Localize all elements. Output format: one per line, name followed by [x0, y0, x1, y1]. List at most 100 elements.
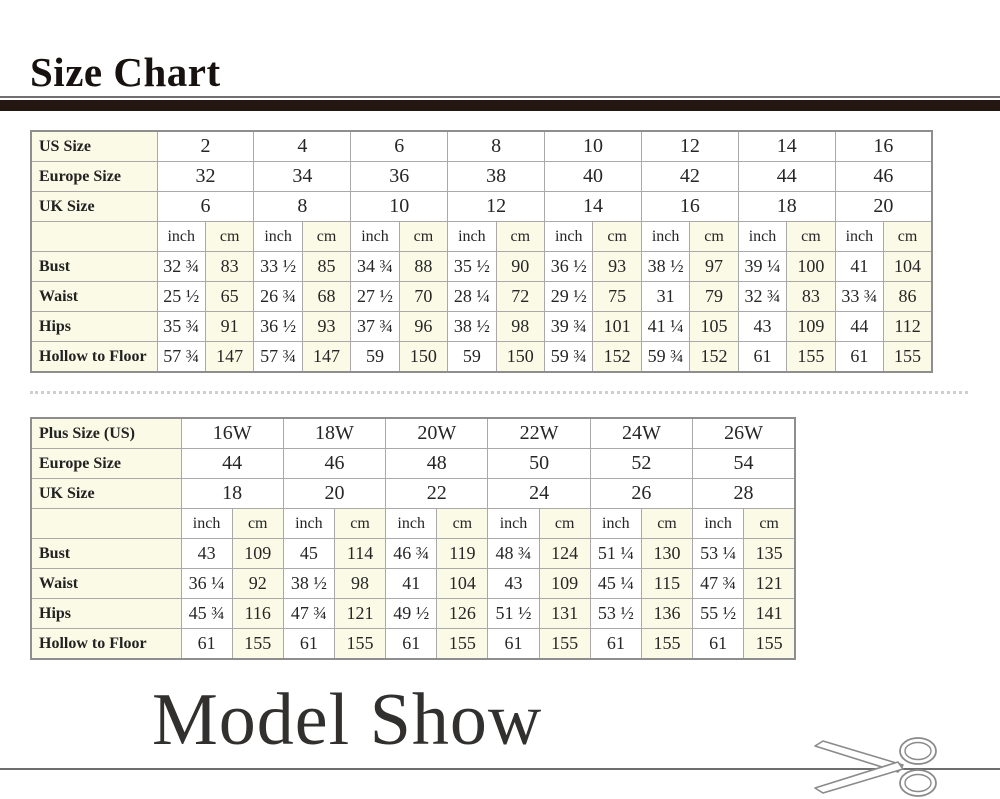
row-label: Waist [30, 281, 158, 312]
measure-cell: 155 [231, 628, 284, 660]
measure-cell: 57 ¾ [156, 341, 206, 373]
unit-header-cell: inch [640, 221, 691, 252]
measure-cell: 47 ¾ [282, 598, 335, 629]
measure-cell: 109 [786, 311, 836, 342]
size-cell: 44 [180, 448, 284, 479]
unit-header-cell: cm [495, 221, 546, 252]
measure-cell: 59 [447, 341, 497, 373]
unit-header-cell: cm [786, 221, 836, 252]
measure-cell: 57 ¾ [253, 341, 303, 373]
measure-cell: 131 [538, 598, 591, 629]
measure-cell: 47 ¾ [692, 568, 745, 599]
unit-header-cell: inch [180, 508, 233, 539]
measure-cell: 97 [689, 251, 739, 282]
unit-header-cell: cm [538, 508, 591, 539]
size-cell: 16 [640, 191, 739, 222]
size-cell: 10 [544, 130, 642, 162]
size-cell: 26W [692, 417, 796, 449]
measure-cell: 98 [495, 311, 546, 342]
measure-cell: 53 ¼ [692, 538, 745, 569]
measure-cell: 68 [301, 281, 352, 312]
measure-cell: 41 [385, 568, 438, 599]
measure-cell: 61 [282, 628, 335, 660]
size-cell: 10 [350, 191, 449, 222]
measure-cell: 39 ¼ [737, 251, 788, 282]
measure-cell: 136 [640, 598, 694, 629]
measure-cell: 59 [350, 341, 400, 373]
row-label: Hollow to Floor [30, 628, 182, 660]
measure-cell: 98 [333, 568, 387, 599]
measure-cell: 41 [834, 251, 885, 282]
measure-cell: 61 [385, 628, 438, 660]
measure-cell: 152 [592, 341, 642, 373]
measure-cell: 150 [398, 341, 449, 373]
measure-cell: 147 [204, 341, 255, 373]
measure-cell: 112 [883, 311, 933, 342]
measure-row: Hips 45 ¾ 116 47 ¾ 121 49 ½ 126 51 ½ 131 53 ½ 136 5… [30, 598, 796, 629]
size-cell: 12 [640, 130, 739, 162]
unit-header-cell: inch [487, 508, 540, 539]
measure-cell: 86 [883, 281, 933, 312]
measure-cell: 36 ½ [253, 311, 303, 342]
measure-cell: 26 ¾ [253, 281, 303, 312]
unit-header-cell: cm [231, 508, 284, 539]
measure-cell: 150 [495, 341, 546, 373]
measure-cell: 38 ½ [447, 311, 497, 342]
measure-cell: 93 [592, 251, 642, 282]
measure-cell: 28 ¼ [447, 281, 497, 312]
measure-cell: 109 [538, 568, 591, 599]
size-cell: 18 [180, 478, 284, 509]
measure-cell: 116 [231, 598, 284, 629]
size-cell: 14 [544, 191, 642, 222]
measure-cell: 35 ¾ [156, 311, 206, 342]
measure-cell: 152 [689, 341, 739, 373]
measure-cell: 75 [592, 281, 642, 312]
measure-cell: 36 ¼ [180, 568, 233, 599]
unit-header-cell: inch [543, 221, 594, 252]
size-cell: 2 [156, 130, 255, 162]
unit-header-cell: inch [737, 221, 788, 252]
title-rule-gap [0, 98, 1000, 100]
measure-cell: 88 [398, 251, 449, 282]
row-label: Bust [30, 538, 182, 569]
measure-cell: 61 [834, 341, 885, 373]
model-show-title: Model Show [152, 679, 543, 761]
size-cell: 4 [253, 130, 352, 162]
measure-cell: 39 ¾ [543, 311, 594, 342]
size-cell: 36 [350, 161, 449, 192]
size-cell: 52 [589, 448, 694, 479]
measure-cell: 121 [333, 598, 387, 629]
measure-cell: 124 [538, 538, 591, 569]
measure-cell: 147 [301, 341, 352, 373]
measure-cell: 34 ¾ [350, 251, 400, 282]
unit-header-cell: cm [883, 221, 933, 252]
unit-row: inch cm inch cm inch cm inch cm inch cm inch cm inch… [30, 221, 933, 252]
measure-cell: 109 [231, 538, 284, 569]
size-row: US Size 2 4 6 8 10 12 14 16 [30, 130, 933, 162]
row-label: UK Size [30, 478, 182, 509]
measure-cell: 155 [883, 341, 933, 373]
measure-cell: 155 [640, 628, 694, 660]
size-cell: 48 [385, 448, 489, 479]
unit-header-cell: inch [447, 221, 497, 252]
size-cell: 46 [834, 161, 933, 192]
measure-cell: 100 [786, 251, 836, 282]
row-label: Europe Size [30, 448, 182, 479]
measure-cell: 51 ¼ [589, 538, 642, 569]
unit-header-cell: inch [282, 508, 335, 539]
unit-header-cell: cm [689, 221, 739, 252]
measure-cell: 41 ¼ [640, 311, 691, 342]
measure-cell: 121 [743, 568, 796, 599]
measure-cell: 55 ½ [692, 598, 745, 629]
plus-size-table: Plus Size (US) 16W 18W 20W 22W 24W 26W Europe S… [30, 417, 796, 660]
measure-cell: 79 [689, 281, 739, 312]
scissors-icon [814, 737, 937, 797]
unit-header-cell: cm [640, 508, 694, 539]
measure-cell: 29 ½ [543, 281, 594, 312]
row-label [30, 221, 158, 252]
measure-cell: 114 [333, 538, 387, 569]
measure-cell: 105 [689, 311, 739, 342]
measure-cell: 83 [786, 281, 836, 312]
unit-header-cell: inch [834, 221, 885, 252]
